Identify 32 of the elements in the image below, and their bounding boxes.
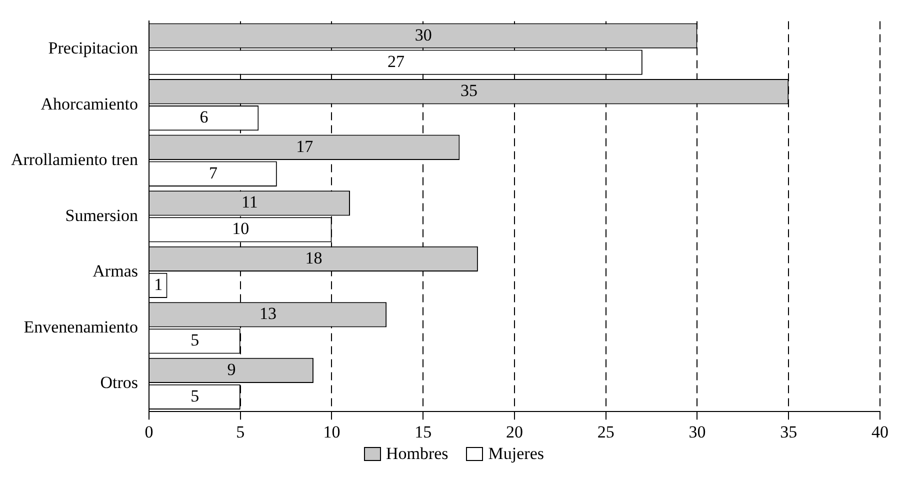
data-label: 5 — [190, 330, 200, 350]
data-label: 13 — [260, 304, 277, 324]
x-tick-label: 0 — [144, 422, 154, 442]
data-label: 9 — [227, 360, 236, 379]
y-tick-label: Envenenamiento — [24, 317, 138, 336]
x-tick-label: 15 — [414, 422, 432, 442]
y-tick-label: Sumersion — [65, 206, 138, 225]
x-tick-label: 35 — [780, 422, 798, 442]
y-tick-label: Ahorcamiento — [40, 94, 138, 114]
x-tick-label: 20 — [506, 422, 523, 442]
y-tick-label: Otros — [100, 373, 138, 392]
data-label: 11 — [242, 192, 258, 212]
y-tick-label: Arrollamiento tren — [10, 150, 138, 170]
data-label: 10 — [232, 219, 250, 238]
data-label: 7 — [208, 163, 218, 182]
y-tick-label: Armas — [92, 262, 138, 281]
x-tick-label: 30 — [688, 422, 706, 442]
x-tick-label: 10 — [323, 422, 340, 442]
data-label: 18 — [305, 248, 322, 268]
x-tick-label: 25 — [597, 422, 614, 442]
data-label: 35 — [460, 81, 478, 100]
x-tick-label: 40 — [872, 422, 888, 442]
data-label: 5 — [190, 386, 200, 406]
data-label: 1 — [154, 274, 163, 294]
data-label: 17 — [296, 136, 314, 156]
legend-label: Hombres — [386, 444, 448, 464]
data-label: 6 — [200, 108, 208, 127]
text: Mujeres — [488, 444, 544, 464]
y-tick-label: Precipitacion — [48, 38, 138, 58]
x-tick-label: 5 — [236, 422, 245, 442]
data-label: 27 — [387, 52, 405, 71]
data-label: 30 — [414, 25, 432, 44]
